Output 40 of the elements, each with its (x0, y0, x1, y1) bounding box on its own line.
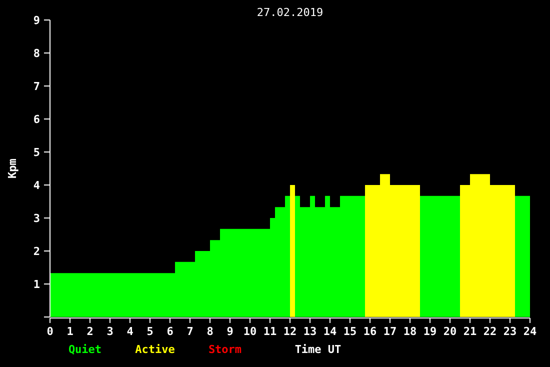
x-tick-label: 7 (186, 325, 194, 338)
x-tick-label: 11 (263, 325, 277, 338)
x-tick-label: 13 (303, 325, 317, 338)
x-tick-label: 19 (423, 325, 437, 338)
y-tick-label: 9 (33, 14, 40, 27)
x-tick-label: 4 (126, 325, 134, 338)
x-tick-label: 15 (343, 325, 357, 338)
y-tick-label: 4 (33, 178, 40, 192)
x-tick-label: 16 (363, 325, 377, 338)
x-tick-label: 12 (283, 325, 297, 338)
x-tick-label: 5 (146, 325, 154, 338)
x-tick-label: 10 (243, 325, 257, 338)
x-tick-label: 18 (403, 325, 417, 338)
x-tick-label: 14 (323, 325, 337, 338)
x-tick-label: 2 (86, 325, 94, 338)
x-tick-label: 3 (106, 325, 114, 338)
y-tick-label: 7 (33, 80, 40, 93)
y-axis-title: Kpm (6, 158, 19, 178)
y-tick-label: 3 (33, 212, 40, 225)
y-tick-label: 1 (33, 278, 40, 291)
x-tick-label: 24 (523, 325, 537, 338)
x-tick-label: 22 (483, 325, 497, 338)
x-tick-label: 6 (166, 325, 174, 338)
x-tick-label: 20 (443, 325, 457, 338)
chart-title: 27.02.2019 (256, 6, 324, 19)
x-axis-title: Time UT (294, 343, 342, 356)
x-tick-label: 1 (66, 325, 74, 338)
y-tick-label: 2 (33, 244, 40, 258)
text: Active (135, 343, 176, 356)
y-tick-label: 6 (33, 112, 40, 126)
x-tick-label: 0 (46, 325, 54, 338)
x-tick-label: 21 (463, 325, 477, 338)
text: Storm (208, 343, 242, 356)
x-tick-label: 8 (206, 325, 214, 338)
x-tick-label: 9 (226, 325, 234, 338)
x-tick-label: 23 (503, 325, 517, 338)
y-tick-label: 5 (33, 146, 40, 159)
text: Quiet (68, 343, 102, 356)
y-tick-label: 8 (33, 46, 40, 60)
x-tick-label: 17 (383, 325, 397, 338)
